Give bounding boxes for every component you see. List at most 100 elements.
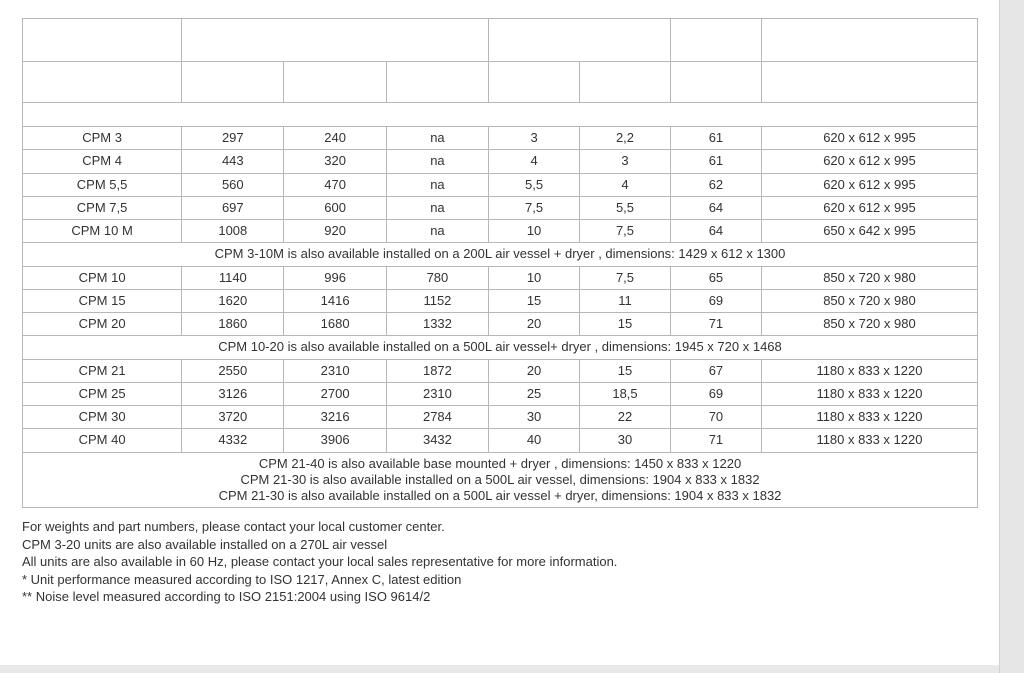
cell-db: 71 <box>670 429 761 452</box>
cell-dims: 1180 x 833 x 1220 <box>761 406 977 429</box>
flow-asterisk: * <box>344 22 348 33</box>
group3-body: CPM 212550231018722015671180 x 833 x 122… <box>23 359 978 452</box>
cell-v13: 3432 <box>386 429 488 452</box>
cell-kw: 4 <box>580 173 671 196</box>
note-row-1: CPM 3-10M is also available installed on… <box>23 243 978 266</box>
cell-v8: 297 <box>182 127 284 150</box>
cell-dims: 620 x 612 x 995 <box>761 150 977 173</box>
cell-type: CPM 10 <box>23 266 182 289</box>
cell-db: 69 <box>670 382 761 405</box>
cell-type: CPM 5,5 <box>23 173 182 196</box>
note-1: CPM 3-10M is also available installed on… <box>23 243 978 266</box>
flow-unit: [l/min] <box>318 41 353 56</box>
cell-db: 64 <box>670 196 761 219</box>
table-row: CPM 404332390634324030711180 x 833 x 122… <box>23 429 978 452</box>
cell-type: CPM 25 <box>23 382 182 405</box>
cell-hp: 40 <box>489 429 580 452</box>
col-8bar: 8 bar version <box>182 61 284 102</box>
cell-v10: 3906 <box>284 429 386 452</box>
cell-db: 70 <box>670 406 761 429</box>
cell-hp: 20 <box>489 359 580 382</box>
cell-v13: na <box>386 150 488 173</box>
cell-hp: 30 <box>489 406 580 429</box>
cell-db: 61 <box>670 127 761 150</box>
cell-v10: 1416 <box>284 289 386 312</box>
speaker-icon <box>701 31 723 47</box>
cell-hp: 20 <box>489 313 580 336</box>
cell-kw: 22 <box>580 406 671 429</box>
cell-kw: 18,5 <box>580 382 671 405</box>
cell-type: CPM 15 <box>23 289 182 312</box>
table-title-cell: Technical Table <box>23 19 182 62</box>
cell-type: CPM 10 M <box>23 220 182 243</box>
cell-v13: 2784 <box>386 406 488 429</box>
cell-v10: 2310 <box>284 359 386 382</box>
cell-dims: 850 x 720 x 980 <box>761 289 977 312</box>
cell-v8: 443 <box>182 150 284 173</box>
engine-icon <box>569 31 591 47</box>
col-hp: HP <box>489 61 580 102</box>
cell-kw: 3 <box>580 150 671 173</box>
note-2: CPM 10-20 is also available installed on… <box>23 336 978 359</box>
table-row: CPM 10 M1008920na107,564650 x 642 x 995 <box>23 220 978 243</box>
cell-v10: 2700 <box>284 382 386 405</box>
cell-v13: 1152 <box>386 289 488 312</box>
cell-hp: 25 <box>489 382 580 405</box>
cell-v8: 3126 <box>182 382 284 405</box>
noise-asterisk: ** <box>723 31 731 42</box>
page: Technical Table * [l/min] <box>0 0 1000 673</box>
cell-dims: 1180 x 833 x 1220 <box>761 429 977 452</box>
cell-v13: 780 <box>386 266 488 289</box>
cell-dims: 1180 x 833 x 1220 <box>761 359 977 382</box>
cell-dims: 1180 x 833 x 1220 <box>761 382 977 405</box>
airflow-icon <box>322 22 344 38</box>
table-row: CPM 303720321627843022701180 x 833 x 122… <box>23 406 978 429</box>
cell-type: CPM 30 <box>23 406 182 429</box>
cell-dims: 620 x 612 x 995 <box>761 173 977 196</box>
cell-v8: 4332 <box>182 429 284 452</box>
cell-hp: 15 <box>489 289 580 312</box>
cell-v10: 920 <box>284 220 386 243</box>
note-row-3: CPM 21-40 is also available base mounted… <box>23 452 978 508</box>
cell-v13: na <box>386 196 488 219</box>
table-row: CPM 20186016801332201571850 x 720 x 980 <box>23 313 978 336</box>
cell-type: CPM 20 <box>23 313 182 336</box>
cell-v13: na <box>386 127 488 150</box>
cell-dims: 850 x 720 x 980 <box>761 313 977 336</box>
col-13bar: 13 bar version <box>386 61 488 102</box>
cell-v13: na <box>386 173 488 196</box>
section-base-mounted: Base mounted <box>23 102 978 127</box>
cell-kw: 15 <box>580 359 671 382</box>
table-row: CPM 4443320na4361620 x 612 x 995 <box>23 150 978 173</box>
col-10bar: 10 bar version <box>284 61 386 102</box>
cell-db: 61 <box>670 150 761 173</box>
cell-hp: 10 <box>489 266 580 289</box>
section-title: Base mounted <box>23 102 978 127</box>
cell-hp: 4 <box>489 150 580 173</box>
technical-table: Technical Table * [l/min] <box>22 18 978 508</box>
cell-hp: 3 <box>489 127 580 150</box>
cell-v8: 560 <box>182 173 284 196</box>
cell-type: CPM 40 <box>23 429 182 452</box>
footer-notes: For weights and part numbers, please con… <box>22 518 978 606</box>
table-row: CPM 15162014161152151169850 x 720 x 980 <box>23 289 978 312</box>
cell-v8: 1008 <box>182 220 284 243</box>
cell-v8: 1140 <box>182 266 284 289</box>
right-gutter <box>999 0 1024 673</box>
note-row-2: CPM 10-20 is also available installed on… <box>23 336 978 359</box>
cell-kw: 7,5 <box>580 266 671 289</box>
table-row: CPM 7,5697600na7,55,564620 x 612 x 995 <box>23 196 978 219</box>
col-dims: L x W x H (mm) <box>761 61 977 102</box>
header-icon-row: Technical Table * [l/min] <box>23 19 978 62</box>
cell-v13: 1332 <box>386 313 488 336</box>
cell-db: 65 <box>670 266 761 289</box>
cell-hp: 5,5 <box>489 173 580 196</box>
table-row: CPM 212550231018722015671180 x 833 x 122… <box>23 359 978 382</box>
col-kw: kW <box>580 61 671 102</box>
cell-v8: 1860 <box>182 313 284 336</box>
cell-db: 64 <box>670 220 761 243</box>
col-db: dB(A) <box>670 61 761 102</box>
cell-dims: 620 x 612 x 995 <box>761 196 977 219</box>
group1-body: CPM 3297240na32,261620 x 612 x 995CPM 44… <box>23 127 978 243</box>
cell-dims: 650 x 642 x 995 <box>761 220 977 243</box>
